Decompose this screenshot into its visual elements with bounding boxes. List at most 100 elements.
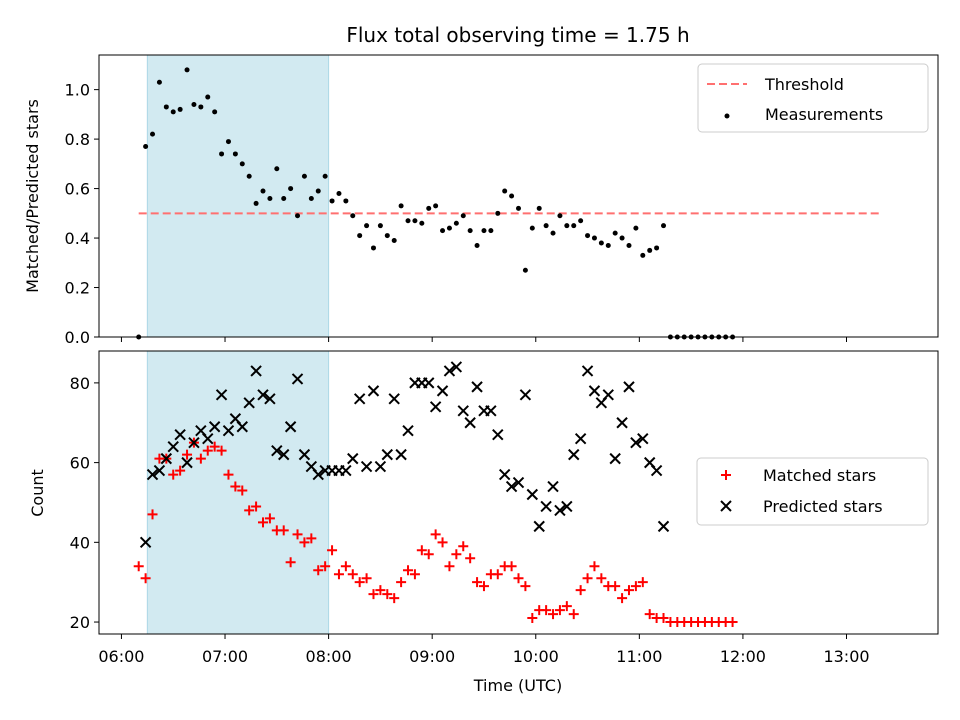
data-point	[382, 589, 393, 600]
data-point	[360, 460, 373, 473]
data-point	[412, 218, 418, 224]
data-point	[195, 453, 206, 464]
data-point	[440, 228, 446, 234]
x-tick-label: 06:00	[98, 647, 144, 666]
data-point	[244, 505, 255, 516]
data-point	[498, 468, 511, 481]
data-point	[133, 561, 144, 572]
data-point	[548, 609, 559, 620]
data-point	[375, 585, 386, 596]
data-point	[198, 104, 204, 110]
data-point	[306, 533, 317, 544]
data-point	[243, 397, 255, 409]
data-point	[370, 245, 376, 251]
data-point	[177, 106, 183, 112]
legend-box	[696, 457, 929, 526]
data-point	[225, 139, 231, 145]
data-point	[389, 593, 400, 604]
data-point	[288, 186, 294, 192]
data-point	[374, 460, 387, 473]
legend-measurements-label: Measurements	[765, 105, 883, 124]
data-point	[582, 573, 593, 584]
data-point	[160, 452, 173, 465]
data-point	[191, 101, 197, 107]
data-point	[250, 365, 262, 377]
data-point	[423, 377, 435, 389]
data-point	[315, 188, 321, 194]
data-point	[575, 585, 586, 596]
data-point	[492, 428, 504, 441]
data-point	[437, 537, 448, 548]
data-point	[402, 425, 414, 437]
data-point	[605, 242, 611, 248]
plot-frame	[98, 54, 939, 338]
data-point	[163, 104, 169, 110]
data-point	[557, 213, 563, 219]
data-point	[139, 536, 152, 549]
data-point	[444, 561, 455, 572]
y-tick-label: 0.2	[65, 279, 90, 298]
data-point	[561, 601, 572, 612]
data-point	[274, 166, 280, 172]
data-point	[257, 389, 269, 401]
data-point	[589, 561, 600, 572]
data-point	[533, 520, 545, 533]
data-point	[156, 79, 162, 85]
data-point	[232, 151, 238, 157]
data-point	[182, 449, 193, 460]
data-point	[291, 373, 304, 385]
data-point	[284, 421, 297, 433]
data-point	[485, 405, 497, 417]
data-point	[340, 464, 352, 477]
data-point	[609, 452, 621, 465]
legend-box	[697, 63, 929, 133]
data-point	[460, 213, 466, 219]
data-point	[403, 565, 414, 576]
data-point	[367, 385, 380, 397]
data-point	[215, 389, 228, 401]
y-tick-label: 80	[70, 374, 90, 393]
x-tick-label: 12:00	[720, 647, 766, 666]
data-point	[312, 468, 324, 481]
data-point	[446, 225, 452, 231]
data-point	[602, 389, 614, 401]
data-point	[384, 233, 390, 239]
x-tick-label: 11:00	[616, 647, 662, 666]
data-point	[216, 445, 227, 456]
data-point	[458, 541, 469, 552]
plot-frame	[98, 350, 939, 635]
data-point	[588, 385, 601, 397]
data-point	[361, 573, 372, 584]
data-point	[320, 561, 331, 572]
data-point	[308, 195, 314, 201]
data-point	[495, 210, 501, 216]
data-point	[443, 365, 456, 377]
observing-window-shade	[146, 350, 330, 635]
data-point	[550, 230, 556, 236]
data-point	[433, 203, 439, 209]
data-point	[184, 67, 190, 73]
legend-predicted-swatch	[720, 500, 732, 512]
data-point	[409, 569, 420, 580]
data-point	[278, 448, 290, 461]
data-point	[568, 448, 580, 461]
data-point	[585, 233, 591, 239]
data-point	[329, 198, 335, 204]
data-point	[527, 613, 538, 624]
data-point	[457, 405, 469, 417]
data-point	[450, 361, 463, 373]
data-point	[637, 577, 648, 588]
data-point	[230, 481, 241, 492]
data-point	[174, 428, 186, 441]
data-point	[357, 233, 363, 239]
data-point	[472, 577, 483, 588]
data-point	[188, 436, 200, 449]
observing-window-shade	[146, 54, 330, 338]
data-point	[574, 432, 587, 445]
data-point	[237, 485, 248, 496]
data-point	[429, 401, 442, 413]
data-point	[612, 230, 618, 236]
data-point	[578, 218, 584, 224]
data-point	[623, 381, 635, 393]
data-point	[453, 220, 459, 226]
